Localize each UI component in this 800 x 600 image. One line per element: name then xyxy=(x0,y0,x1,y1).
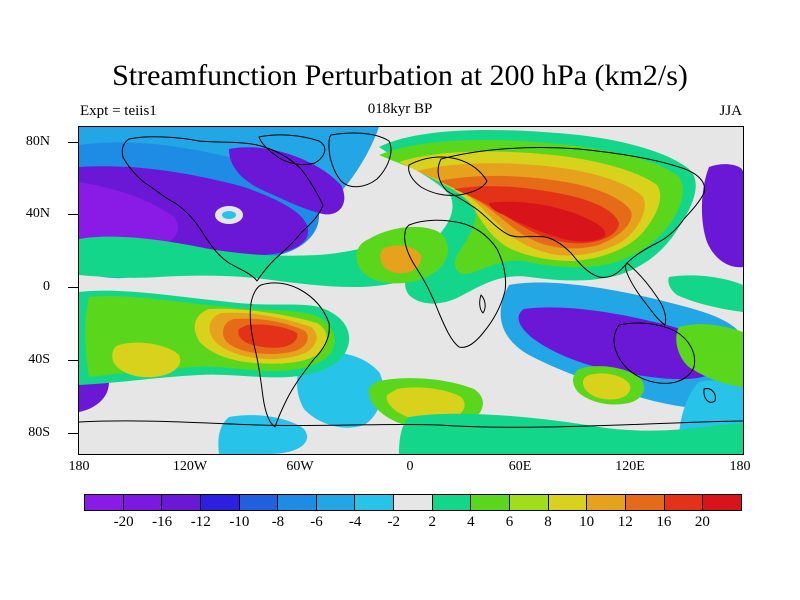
map-title: Streamfunction Perturbation at 200 hPa (… xyxy=(112,59,688,92)
colorbar-label: -8 xyxy=(271,514,285,530)
colorbar-box xyxy=(432,495,472,510)
colorbar-label: -2 xyxy=(387,514,400,530)
map-panel xyxy=(78,126,744,455)
colorbar-box xyxy=(123,495,163,510)
colorbar-label: 2 xyxy=(428,514,437,530)
colorbar-box xyxy=(316,495,356,510)
colorbar-box xyxy=(664,495,704,510)
continent-outlines xyxy=(79,132,743,428)
colorbar-label: 20 xyxy=(694,514,710,530)
lon-label-60e: 60E xyxy=(508,459,532,474)
lon-label-60w: 60W xyxy=(286,459,314,474)
colorbar-label: -4 xyxy=(348,514,362,530)
positive-regions xyxy=(79,130,743,454)
lat-label-80n: 80N xyxy=(25,134,50,149)
lat-label-40s: 40S xyxy=(28,352,50,367)
colorbar-label: 6 xyxy=(505,514,514,530)
experiment-label: Expt = teiis1 xyxy=(80,103,157,119)
period-label: 018kyr BP xyxy=(367,101,433,117)
colorbar-label: 12 xyxy=(617,514,633,530)
lon-label-180e: 180 xyxy=(729,459,751,474)
colorbar-box xyxy=(355,495,395,510)
colorbar-box xyxy=(239,495,279,510)
colorbar-label: -10 xyxy=(229,514,250,530)
colorbar-box xyxy=(162,495,201,510)
colorbar-box xyxy=(510,495,549,510)
season-label: JJA xyxy=(719,103,742,119)
streamfunction-map xyxy=(79,127,743,454)
lat-label-0: 0 xyxy=(43,279,50,294)
colorbar-box xyxy=(703,495,741,510)
colorbar-label: 4 xyxy=(467,514,475,530)
colorbar-box xyxy=(85,495,124,510)
colorbar-box xyxy=(625,495,665,510)
colorbar-label: 8 xyxy=(544,514,552,530)
colorbar-label: -6 xyxy=(310,514,323,530)
lat-tick xyxy=(68,287,78,288)
colorbar-box xyxy=(471,495,511,510)
colorbar-label: -20 xyxy=(113,514,134,530)
lat-tick xyxy=(68,142,78,143)
lat-tick xyxy=(68,214,78,215)
colorbar-label: -12 xyxy=(190,514,211,530)
colorbar-label: 16 xyxy=(656,514,672,530)
lon-label-180w: 180 xyxy=(68,459,90,474)
lat-label-40n: 40N xyxy=(25,206,50,221)
lat-label-80s: 80S xyxy=(28,425,50,440)
colorbar-label: 10 xyxy=(579,514,595,530)
colorbar-box xyxy=(587,495,626,510)
colorbar-box xyxy=(278,495,317,510)
colorbar xyxy=(84,494,742,511)
lat-tick xyxy=(68,360,78,361)
lon-label-120e: 120E xyxy=(615,459,645,474)
colorbar-box xyxy=(394,495,433,510)
lon-label-0: 0 xyxy=(406,459,414,474)
lon-label-120w: 120W xyxy=(172,459,208,474)
colorbar-box xyxy=(200,495,240,510)
colorbar-box xyxy=(548,495,588,510)
lat-tick xyxy=(68,433,78,434)
colorbar-label: -16 xyxy=(152,514,173,530)
